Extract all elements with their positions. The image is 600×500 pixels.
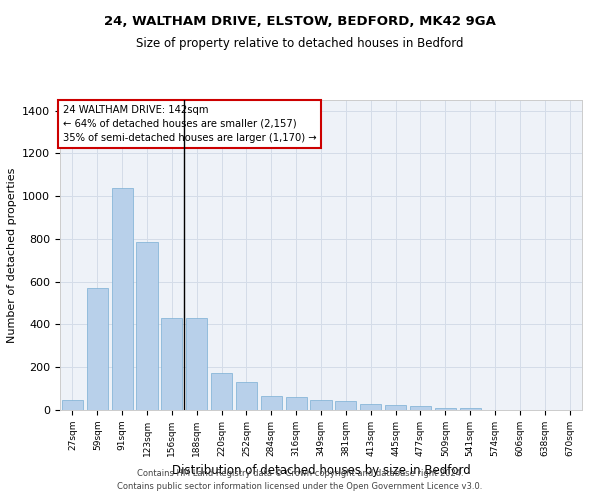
Text: 24 WALTHAM DRIVE: 142sqm
← 64% of detached houses are smaller (2,157)
35% of sem: 24 WALTHAM DRIVE: 142sqm ← 64% of detach… [62,104,316,142]
Bar [136,242,158,410]
Bar [62,400,83,410]
Bar [335,402,356,410]
Bar [161,318,182,410]
Bar [310,400,332,410]
Bar [112,188,133,410]
Bar [87,288,108,410]
Bar [236,382,257,410]
Bar [211,372,232,410]
Bar [286,397,307,410]
Bar [435,408,456,410]
Bar [261,396,282,410]
Bar [410,406,431,410]
Text: Contains public sector information licensed under the Open Government Licence v3: Contains public sector information licen… [118,482,482,491]
Text: Contains HM Land Registry data © Crown copyright and database right 2024.: Contains HM Land Registry data © Crown c… [137,468,463,477]
Bar [385,404,406,410]
Text: Size of property relative to detached houses in Bedford: Size of property relative to detached ho… [136,38,464,51]
Bar [460,408,481,410]
Bar [186,318,207,410]
X-axis label: Distribution of detached houses by size in Bedford: Distribution of detached houses by size … [172,464,470,477]
Bar [360,404,381,410]
Text: 24, WALTHAM DRIVE, ELSTOW, BEDFORD, MK42 9GA: 24, WALTHAM DRIVE, ELSTOW, BEDFORD, MK42… [104,15,496,28]
Y-axis label: Number of detached properties: Number of detached properties [7,168,17,342]
